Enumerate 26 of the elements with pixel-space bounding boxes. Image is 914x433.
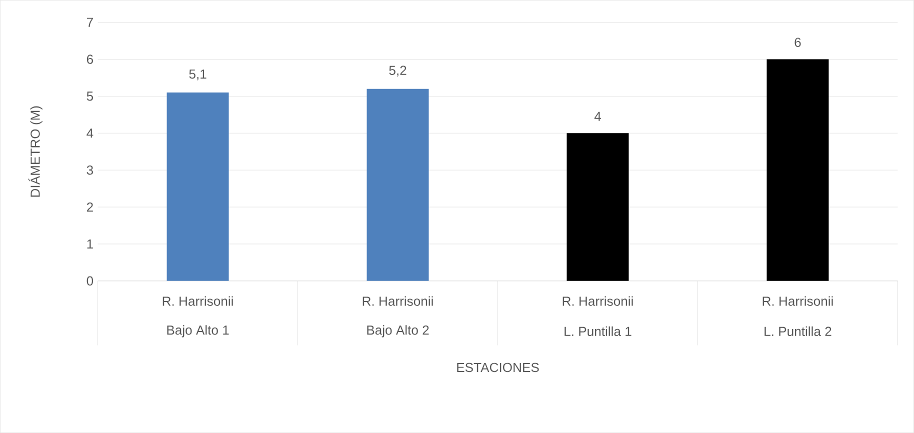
text: R. Harrisonii	[362, 296, 433, 306]
text: R. Harrisonii	[162, 296, 233, 306]
y-tick-label: 7	[86, 18, 93, 27]
bar	[166, 92, 229, 281]
text: R. Harrisonii	[762, 296, 833, 306]
x-axis-title: ESTACIONES	[457, 362, 539, 372]
text: R. Harrisonii	[562, 296, 633, 306]
data-label: 5,2	[389, 66, 406, 77]
y-tick-label: 3	[86, 165, 93, 175]
x-tick-label: L. Puntilla 2	[764, 326, 832, 336]
y-tick-label: 4	[86, 128, 94, 138]
y-tick-label: 1	[87, 239, 93, 248]
data-label: 6	[794, 38, 801, 47]
y-axis-title: DIÁMETRO (M)	[28, 106, 42, 197]
data-label: 4	[594, 112, 601, 121]
bar	[566, 133, 629, 281]
y-tick-label: 0	[86, 276, 94, 286]
y-tick-label: 2	[86, 202, 93, 212]
y-tick-label: 5	[86, 92, 94, 101]
x-tick-label: Bajo Alto 2	[367, 325, 429, 338]
bar	[766, 59, 829, 281]
data-label: 5,1	[189, 70, 206, 80]
x-tick-label: Bajo Alto 1	[167, 325, 229, 338]
bar	[366, 88, 429, 281]
y-tick-label: 6	[86, 54, 93, 64]
x-tick-label: L. Puntilla 1	[564, 326, 632, 336]
